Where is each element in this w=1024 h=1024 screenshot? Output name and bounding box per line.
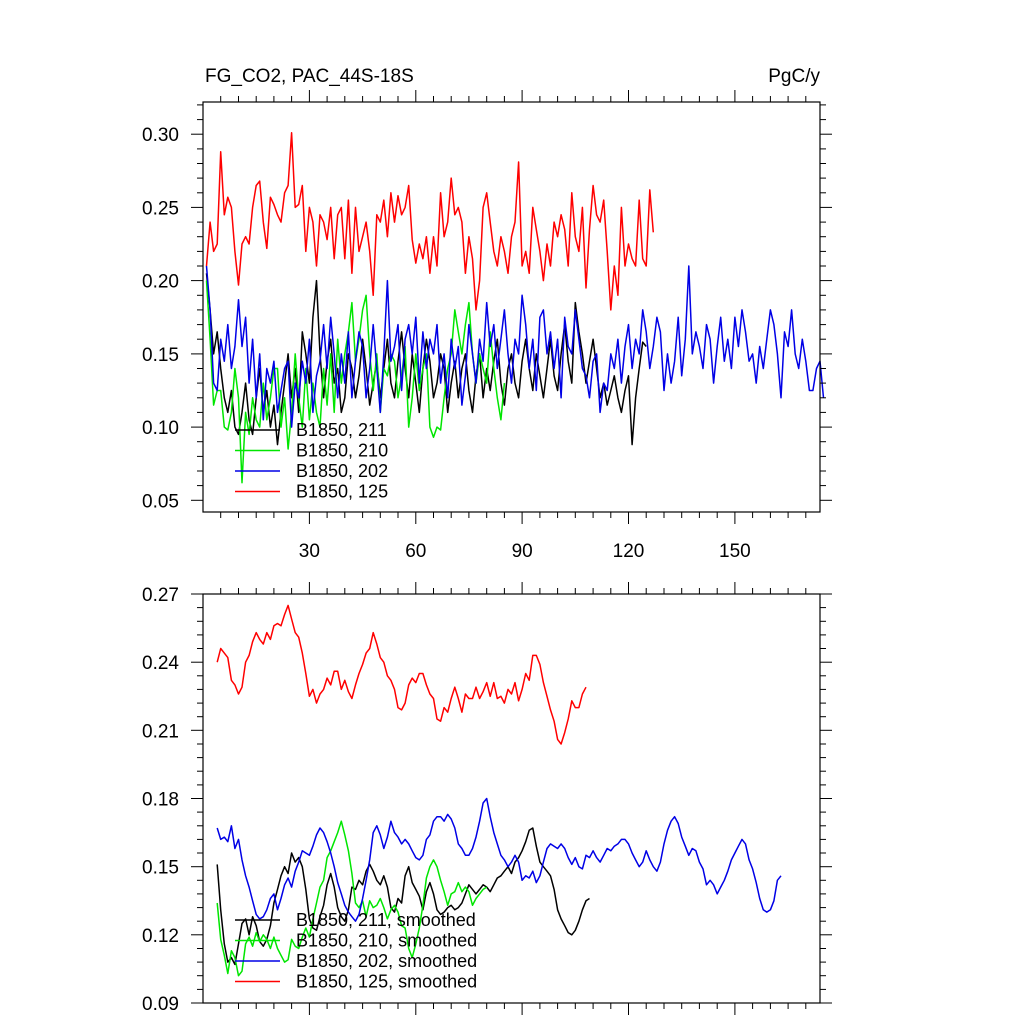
- y-tick-label: 0.21: [142, 721, 179, 742]
- legend-label: B1850, 210: [296, 441, 388, 461]
- y-tick-label: 0.27: [142, 585, 179, 606]
- series-line-0-3: [205, 132, 655, 311]
- y-tick-label: 0.15: [142, 858, 179, 879]
- series-line-1-3: [216, 604, 587, 745]
- y-tick-label: 0.05: [142, 491, 179, 512]
- y-tick-label: 0.25: [142, 198, 179, 219]
- y-tick-label: 0.15: [142, 345, 179, 366]
- legend-label: B1850, 211, smoothed: [296, 910, 476, 930]
- series-line-1-0: [216, 827, 590, 966]
- legend-label: B1850, 210, smoothed: [296, 931, 477, 951]
- y-tick-label: 0.09: [142, 994, 179, 1015]
- series-line-1-2: [216, 797, 782, 922]
- legend-label: B1850, 125, smoothed: [296, 972, 477, 992]
- series-line-1-1: [216, 820, 488, 977]
- legend-label: B1850, 202: [296, 461, 388, 481]
- series-line-0-2: [205, 265, 825, 428]
- y-tick-label: 0.24: [142, 653, 179, 674]
- y-tick-label: 0.20: [142, 272, 179, 293]
- y-tick-label: 0.18: [142, 790, 179, 811]
- y-tick-label: 0.12: [142, 926, 179, 947]
- chart-title: FG_CO2, PAC_44S-18S: [205, 66, 414, 87]
- legend-label: B1850, 202, smoothed: [296, 951, 477, 971]
- y-tick-label: 0.10: [142, 418, 179, 439]
- legend-label: B1850, 125: [296, 482, 388, 502]
- chart-units: PgC/y: [768, 66, 820, 87]
- series-line-0-0: [205, 273, 647, 446]
- x-tick-label: 120: [613, 541, 645, 562]
- y-tick-label: 0.30: [142, 125, 179, 146]
- x-tick-label: 30: [299, 541, 320, 562]
- bottom-panel: 0.09 0.12 0.15 0.18 0.21 0.24 0.27 B1850, 211, …: [142, 582, 832, 1015]
- plot-frame: [202, 101, 821, 513]
- top-panel: 30 60 90 120 150 0.05 0.10 0.15 0.20 0.25 0.30 B185…: [142, 90, 832, 562]
- x-tick-label: 90: [512, 541, 533, 562]
- x-tick-label: 150: [719, 541, 751, 562]
- legend-label: B1850, 211: [296, 420, 387, 440]
- x-tick-label: 60: [405, 541, 426, 562]
